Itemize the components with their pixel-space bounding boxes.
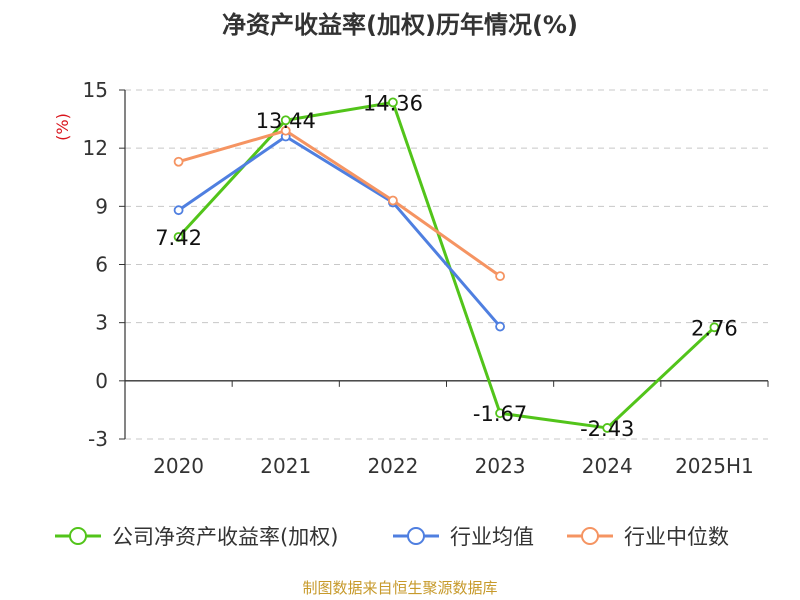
y-tick-label-5: 0 — [95, 369, 108, 393]
series-2-point-3 — [495, 271, 505, 282]
series-2-point-0 — [173, 156, 184, 167]
legend: 公司净资产收益率(加权) 行业均值 行业中位数 — [55, 525, 729, 549]
series-line-0 — [177, 100, 716, 430]
data-label-2: 14.36 — [363, 91, 423, 115]
data-label-4: -2.43 — [580, 417, 634, 441]
series-0-point-4 — [602, 423, 613, 433]
y-tick-label-3: 6 — [95, 253, 108, 277]
x-tick-label-1: 2021 — [260, 454, 311, 478]
y-tick-label-1: 12 — [83, 136, 108, 160]
x-tick-label-3: 2023 — [475, 454, 526, 478]
y-tick-label-4: 3 — [95, 311, 108, 335]
legend-marker-0 — [69, 527, 87, 545]
series-2-point-1 — [280, 125, 291, 136]
series-0-point-2 — [388, 97, 398, 108]
legend-marker-1 — [407, 527, 425, 545]
series-0-point-1 — [280, 115, 291, 126]
series-group — [173, 97, 720, 433]
series-2-point-2 — [388, 195, 398, 206]
series-0-point-3 — [495, 408, 505, 419]
series-line-1 — [177, 135, 502, 328]
legend-marker-2 — [581, 527, 599, 545]
data-labels: 7.42 13.44 14.36 -1.67 -2.43 2.76 — [155, 91, 738, 441]
x-tick-label-2: 2022 — [367, 454, 418, 478]
data-label-3: -1.67 — [473, 402, 527, 426]
data-label-0: 7.42 — [155, 226, 202, 250]
y-tick-label-2: 9 — [95, 194, 108, 218]
axes: 15 12 9 6 3 0 -3 2020 2021 2022 2023 2024 2025H1 — [83, 78, 769, 478]
x-tick-label-5: 2025H1 — [675, 454, 754, 478]
y-tick-label-0: 15 — [83, 78, 108, 102]
data-label-5: 2.76 — [691, 316, 738, 340]
legend-label-2: 行业中位数 — [624, 525, 729, 549]
series-1-point-0 — [173, 205, 184, 216]
legend-label-1: 行业均值 — [450, 525, 534, 549]
legend-label-0: 公司净资产收益率(加权) — [112, 525, 338, 549]
series-line-2 — [178, 129, 501, 278]
y-tick-label-6: -3 — [88, 427, 108, 451]
series-0-point-0 — [173, 232, 184, 242]
x-tick-label-0: 2020 — [153, 454, 204, 478]
series-1-point-3 — [495, 321, 505, 332]
source-note: 制图数据来自恒生聚源数据库 — [302, 579, 497, 597]
chart-title: 净资产收益率(加权)历年情况(%) — [222, 11, 578, 39]
series-0-point-5 — [709, 322, 720, 333]
y-axis-label: (%) — [53, 113, 72, 141]
x-tick-label-4: 2024 — [582, 454, 633, 478]
data-label-1: 13.44 — [256, 109, 316, 133]
